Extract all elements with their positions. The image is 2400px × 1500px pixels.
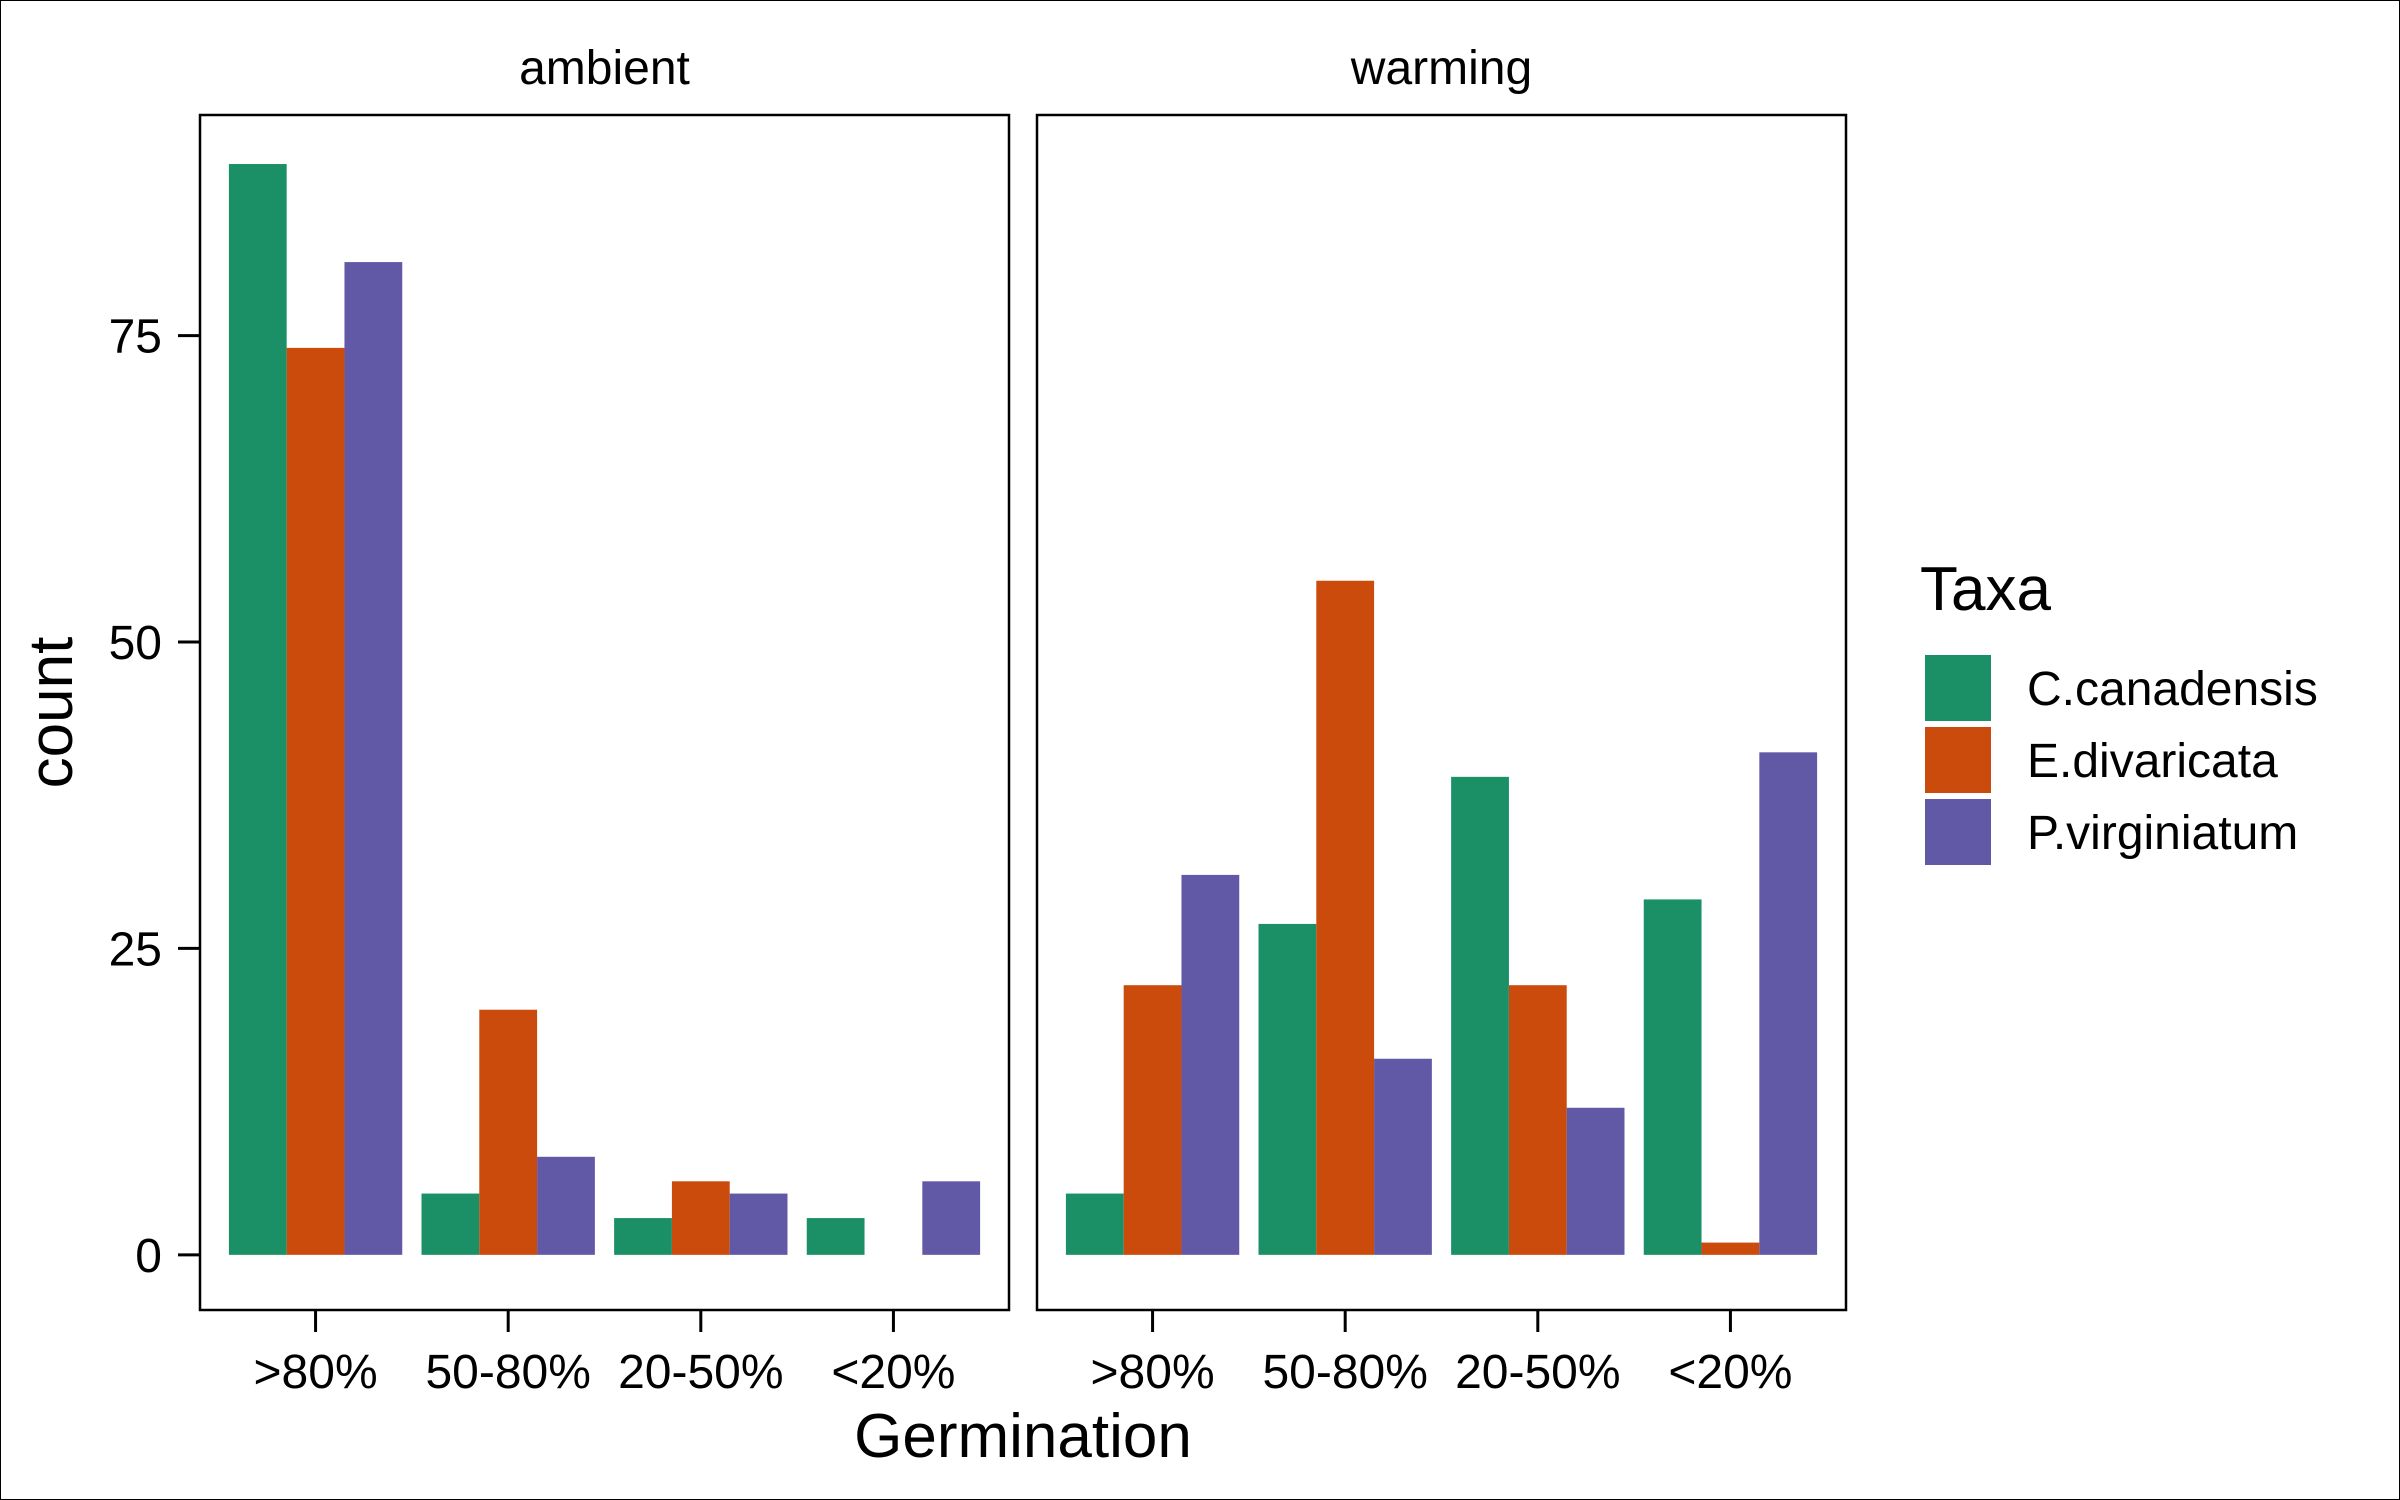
legend-label-C.canadensis: C.canadensis [2027, 663, 2318, 716]
x-tick-label-ambient-50-80%: 50-80% [425, 1346, 590, 1399]
x-tick-label-warming->80%: >80% [1091, 1346, 1215, 1399]
x-tick-label-warming-20-50%: 20-50% [1455, 1346, 1620, 1399]
bar-warming-E.divaricata-20-50% [1508, 985, 1567, 1255]
legend-key-P.virginiatum [1925, 799, 1991, 865]
bar-ambient-P.virginiatum-50-80% [537, 1156, 595, 1255]
bar-warming-C.canadensis->80% [1065, 1193, 1124, 1255]
x-tick-label-ambient->80%: >80% [254, 1346, 378, 1399]
y-tick-label-0: 0 [135, 1230, 162, 1283]
bar-ambient-C.canadensis->80% [228, 164, 287, 1255]
bar-ambient-P.virginiatum-<20% [922, 1181, 981, 1255]
panel-title-ambient: ambient [519, 42, 690, 95]
bar-warming-E.divaricata->80% [1123, 985, 1182, 1255]
bar-ambient-P.virginiatum->80% [344, 262, 403, 1255]
x-axis-title: Germination [854, 1402, 1192, 1471]
x-tick-label-warming-50-80%: 50-80% [1262, 1346, 1427, 1399]
bar-ambient-C.canadensis-50-80% [421, 1193, 480, 1255]
panel-title-warming: warming [1350, 42, 1532, 95]
x-tick-label-warming-<20%: <20% [1668, 1346, 1792, 1399]
y-tick-label-50: 50 [109, 617, 162, 670]
bar-ambient-E.divaricata->80% [286, 347, 345, 1255]
bar-warming-C.canadensis-50-80% [1258, 923, 1317, 1255]
y-axis-title: count [17, 637, 86, 789]
y-tick-label-75: 75 [109, 311, 162, 364]
legend-key-E.divaricata [1925, 727, 1991, 793]
bar-ambient-P.virginiatum-20-50% [729, 1193, 788, 1255]
bar-warming-E.divaricata-<20% [1701, 1242, 1760, 1255]
bar-warming-P.virginiatum-20-50% [1566, 1107, 1625, 1255]
bar-ambient-E.divaricata-20-50% [671, 1181, 730, 1255]
bar-ambient-C.canadensis-20-50% [614, 1218, 672, 1255]
bar-ambient-C.canadensis-<20% [806, 1218, 865, 1255]
x-tick-label-ambient-<20%: <20% [831, 1346, 955, 1399]
legend-key-C.canadensis [1925, 655, 1991, 721]
x-tick-label-ambient-20-50%: 20-50% [618, 1346, 783, 1399]
panel-border-warming [1035, 113, 1848, 1312]
bar-warming-P.virginiatum-<20% [1759, 752, 1818, 1255]
legend-label-E.divaricata: E.divaricata [2027, 735, 2278, 788]
legend-title: Taxa [1920, 555, 2051, 624]
bar-ambient-E.divaricata-50-80% [479, 1009, 538, 1255]
bar-warming-C.canadensis-<20% [1643, 899, 1702, 1255]
bar-warming-P.virginiatum-50-80% [1374, 1058, 1432, 1255]
panel-border-ambient [198, 113, 1011, 1312]
bar-warming-E.divaricata-50-80% [1316, 580, 1375, 1255]
legend-label-P.virginiatum: P.virginiatum [2027, 807, 2298, 860]
bar-warming-C.canadensis-20-50% [1451, 776, 1509, 1255]
y-tick-label-25: 25 [109, 923, 162, 976]
bar-warming-P.virginiatum->80% [1181, 874, 1240, 1255]
